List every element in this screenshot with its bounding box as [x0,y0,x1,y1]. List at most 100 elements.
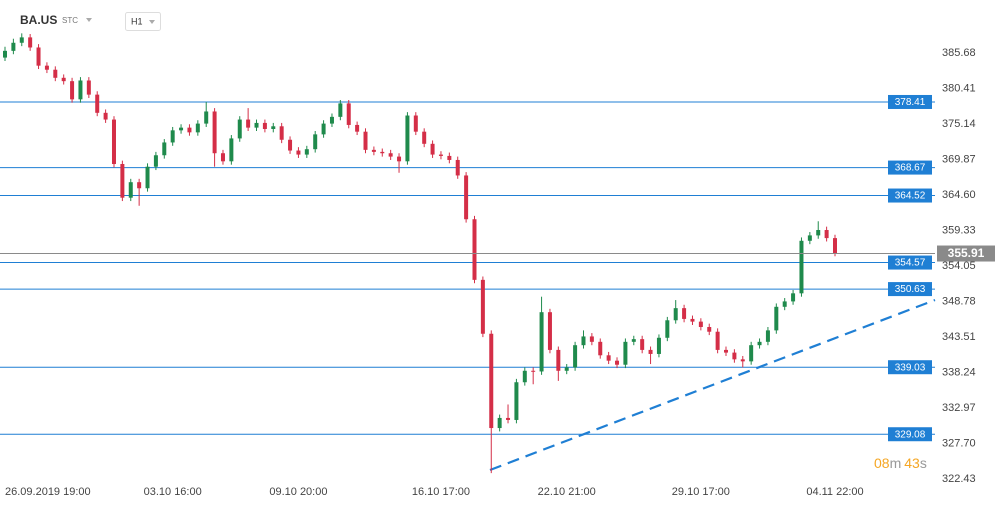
candle-body [615,360,620,365]
candle-body [279,126,284,140]
x-tick-label: 09.10 20:00 [269,486,327,498]
candle-body [145,166,150,189]
y-tick-label: 322.43 [942,473,976,485]
candle-body [162,142,167,156]
dropdown-arrow [149,20,155,24]
candle-body [288,139,293,151]
candle-body [413,115,418,132]
candle-body [229,138,234,162]
y-tick-label: 354.05 [942,260,976,272]
candle-body [564,367,569,371]
candle-body [3,50,7,58]
y-tick-label: 369.87 [942,153,976,165]
candle-body [732,352,737,360]
candle-body [464,175,469,220]
trend-line [489,298,936,472]
symbol[interactable]: BA.US [20,13,57,27]
level-label: 329.08 [895,429,926,440]
candle-body [363,131,368,150]
candle-body [522,370,527,383]
candle-body [799,240,804,294]
candle-body [346,103,351,125]
candle-body [212,111,217,154]
level-label: 368.67 [895,163,926,174]
candle-body [589,336,594,342]
timer-m: m [890,455,902,471]
level-label-box [888,160,932,175]
candle-body [791,293,796,302]
candle-body [623,341,628,365]
candle-body [86,80,91,95]
candle-body [111,119,116,165]
candle-body [438,154,443,156]
level-label: 339.03 [895,362,926,373]
candle-body [782,301,787,307]
y-tick-label: 385.68 [942,47,976,59]
candle-body [531,370,536,372]
y-tick-label: 359.33 [942,224,976,236]
level-label-box [888,94,932,109]
timer-s: s [920,455,927,471]
candle-body [497,417,502,429]
candle-body [246,119,251,128]
candle-body [95,94,100,113]
timer: 08m 43s [874,455,927,471]
level-label: 354.57 [895,258,926,269]
candle-body [740,359,745,362]
level-label: 350.63 [895,284,926,295]
dropdown-arrow [86,18,92,22]
candle-body [556,349,561,371]
x-tick-label: 26.09.2019 19:00 [5,486,91,498]
candle-body [816,230,821,236]
candle-body [204,111,209,124]
candle-body [170,130,175,143]
candle-body [640,339,645,350]
candle-body [128,182,133,198]
level-label-box [888,360,932,375]
level-label-box [888,255,932,270]
candle-body [179,127,184,131]
level-label: 364.52 [895,191,926,202]
candle-body [480,279,485,334]
candle-body [715,331,720,350]
candle-body [338,103,343,117]
y-tick-label: 348.78 [942,295,976,307]
candle-body [405,115,410,162]
interval[interactable]: H1 [131,16,143,26]
level-label-box [888,282,932,297]
candle-body [631,339,636,342]
candle-body [103,112,108,120]
candle-body [539,312,544,372]
last-price-box [937,245,995,262]
candle-body [833,238,837,254]
candle-body [28,37,33,48]
x-tick-label: 22.10 21:00 [538,486,596,498]
candle-body [254,122,259,128]
candle-body [749,345,754,362]
candle-body [44,65,49,70]
timer-minutes: 08 [874,455,890,471]
candle-body [765,330,770,342]
x-tick-label: 29.10 17:00 [672,486,730,498]
candle-body [78,80,83,100]
level-label-box [888,188,932,203]
candle-body [673,308,678,321]
interval-box[interactable] [125,12,161,31]
candle-body [447,155,452,160]
candle-body [581,336,586,346]
y-tick-label: 338.24 [942,366,976,378]
candle-body [422,131,427,144]
level-label: 378.41 [895,97,926,108]
candle-body [547,312,552,350]
x-tick-label: 03.10 16:00 [144,486,202,498]
candle-body [682,308,687,319]
candle-body [698,321,703,328]
candle-body [690,318,695,322]
candle-body [53,69,58,78]
candle-body [296,150,301,155]
y-tick-label: 375.14 [942,118,976,130]
mode[interactable]: STC [62,16,78,25]
candle-body [380,151,385,154]
candle-body [36,47,41,66]
